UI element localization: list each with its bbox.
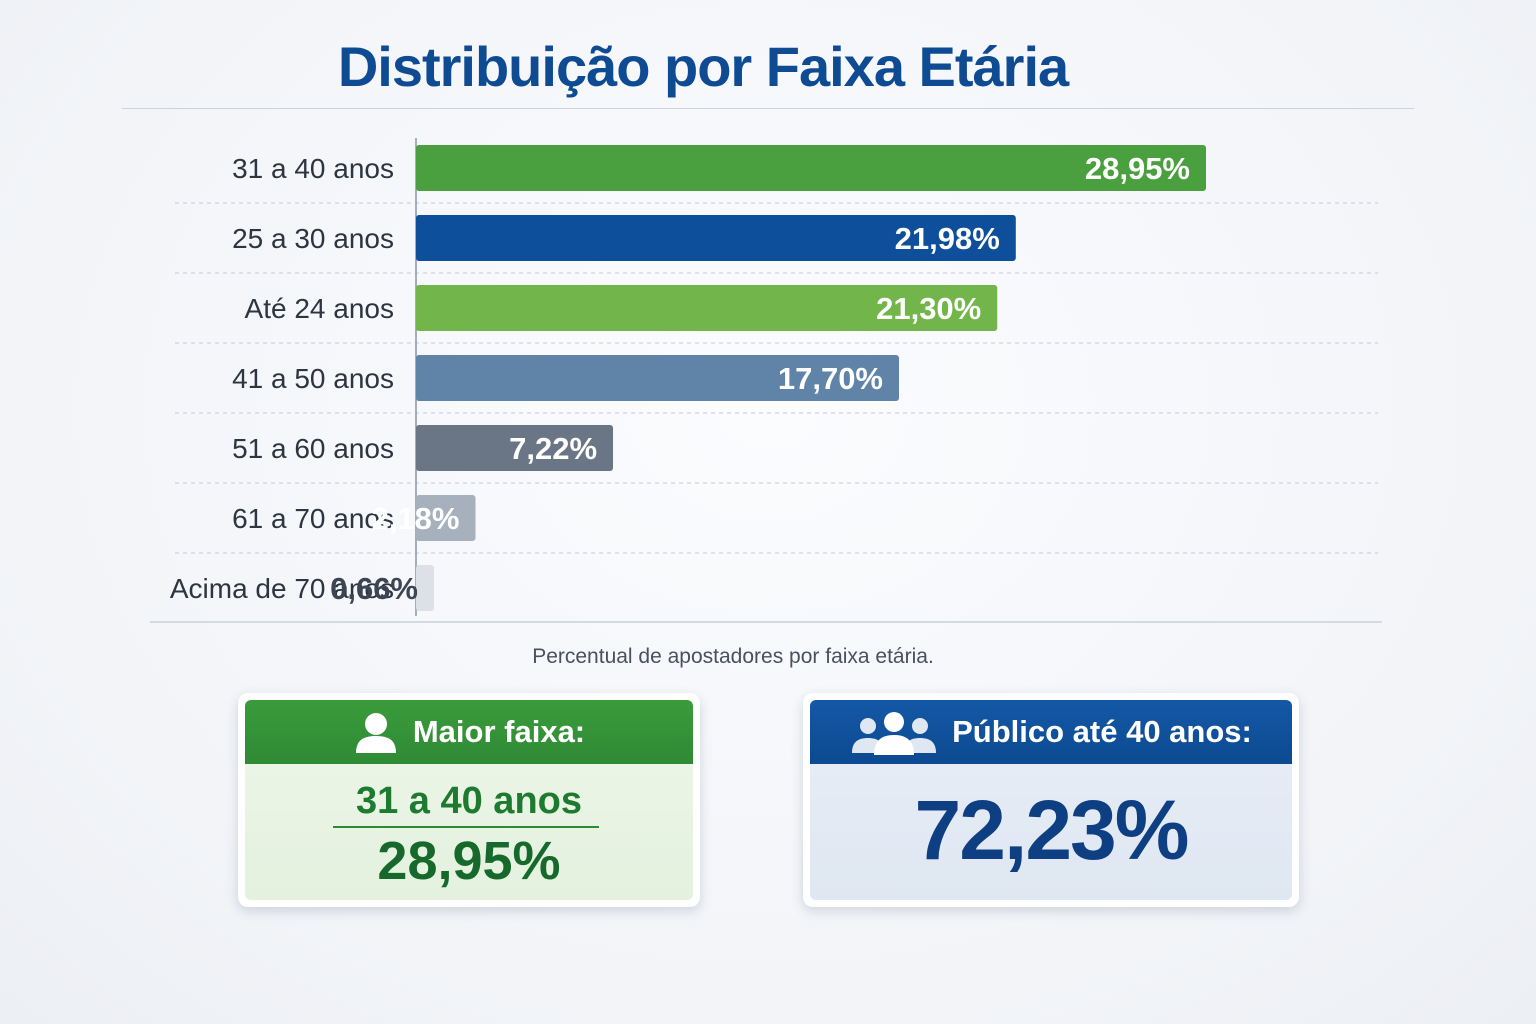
under-40-percent: 72,23%: [914, 783, 1190, 877]
largest-range-value: 31 a 40 anos: [355, 780, 583, 822]
largest-range-card-header: Maior faixa:: [245, 700, 693, 764]
largest-range-card-title: Maior faixa:: [412, 714, 586, 749]
under-40-card-header: Público até 40 anos:: [810, 700, 1292, 764]
largest-range-percent: 28,95%: [377, 831, 561, 891]
group-icon: [850, 709, 938, 755]
bar: [416, 145, 1206, 191]
largest-range-divider: [333, 826, 599, 828]
value-label: 7,22%: [509, 431, 597, 466]
bar: [416, 355, 900, 401]
category-label: 51 a 60 anos: [232, 433, 394, 464]
category-label: Até 24 anos: [245, 293, 394, 324]
category-label: 25 a 30 anos: [232, 223, 394, 254]
largest-range-card: Maior faixa: 31 a 40 anos 28,95%: [238, 693, 700, 907]
title-divider: [122, 108, 1414, 109]
chart-caption: Percentual de apostadores por faixa etár…: [532, 645, 934, 668]
value-label: 0,66%: [330, 571, 418, 606]
value-label: 17,70%: [778, 361, 883, 396]
category-label: 61 a 70 anos: [232, 503, 394, 534]
category-label: 41 a 50 anos: [232, 363, 394, 394]
value-label: 28,95%: [1085, 151, 1190, 186]
category-label: Acima de 70 anos: [170, 573, 394, 604]
bar: [416, 565, 435, 611]
category-label: 31 a 40 anos: [232, 153, 394, 184]
chart-title: Distribuição por Faixa Etária: [337, 35, 1069, 98]
person-icon: [353, 709, 399, 755]
bar: [416, 425, 614, 471]
under-40-card-title: Público até 40 anos:: [952, 714, 1252, 749]
bar: [416, 285, 998, 331]
under-40-card: Público até 40 anos: 72,23%: [803, 693, 1299, 907]
bar: [416, 495, 476, 541]
value-label: 2,18%: [372, 501, 460, 536]
value-label: 21,98%: [895, 221, 1000, 256]
bar: [416, 215, 1016, 261]
value-label: 21,30%: [876, 291, 981, 326]
